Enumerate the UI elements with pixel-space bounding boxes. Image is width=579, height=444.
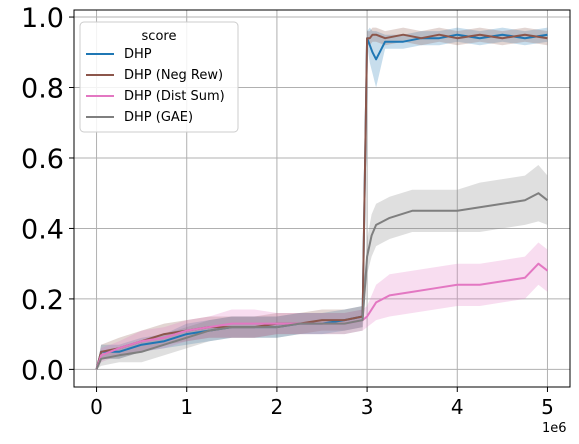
y-tick-label: 0.4 <box>21 214 64 245</box>
series-band <box>96 242 548 370</box>
x-tick-label: 2 <box>271 395 284 419</box>
legend-entry: DHP (Neg Rew) <box>124 68 223 83</box>
x-tick-label: 1 <box>180 395 193 419</box>
y-tick-label: 0.6 <box>21 144 64 175</box>
series-band <box>96 165 548 370</box>
legend-title: score <box>142 29 177 44</box>
x-tick-label: 0 <box>90 395 103 419</box>
series-lines <box>95 33 549 370</box>
x-tick-label: 4 <box>451 395 464 419</box>
grid-lines <box>74 10 570 387</box>
y-tick-label: 0.2 <box>21 285 64 316</box>
x-scale-label: 1e6 <box>542 421 567 436</box>
series-band <box>96 27 548 370</box>
legend-entry: DHP (GAE) <box>124 110 193 125</box>
x-axis: 0 1 2 3 4 5 <box>90 387 554 419</box>
y-tick-label: 0.8 <box>21 74 64 105</box>
y-axis: 0.0 0.2 0.4 0.6 0.8 1.0 <box>21 3 74 386</box>
y-tick-label: 0.0 <box>21 355 64 386</box>
legend: score DHP DHP (Neg Rew) DHP (Dist Sum) DHP (… <box>79 21 239 133</box>
plot-frame <box>73 9 571 388</box>
legend-box <box>79 21 239 133</box>
x-tick-label: 3 <box>361 395 374 419</box>
x-tick-label: 5 <box>541 395 554 419</box>
series-line <box>95 192 549 370</box>
y-tick-label: 1.0 <box>21 3 64 34</box>
legend-entry: DHP (Dist Sum) <box>124 89 225 104</box>
confidence-bands <box>96 27 548 370</box>
legend-entry: DHP <box>124 47 152 62</box>
